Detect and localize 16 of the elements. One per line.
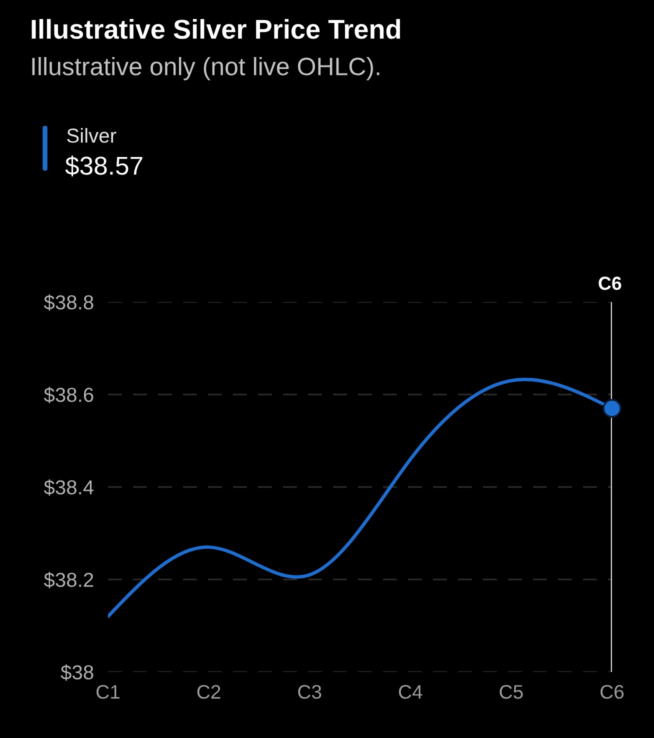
x-tick-label: C5 [500, 685, 523, 699]
y-tick-label: $38 [60, 664, 94, 681]
y-tick-label: $38.2 [44, 572, 94, 588]
x-tick-label: C6 [600, 685, 624, 699]
chart-subtitle: Illustrative only (not live OHLC). [32, 57, 380, 80]
y-tick-label: $38.8 [44, 294, 94, 311]
y-tick-label: $38.4 [44, 479, 94, 496]
ref-line-label: C6 [598, 276, 622, 290]
x-tick-label: C1 [96, 685, 120, 699]
y-tick-label: $38.6 [44, 386, 94, 404]
x-tick-label: C3 [298, 685, 322, 699]
x-tick-label: C2 [197, 685, 220, 699]
chart-title: Illustrative Silver Price Trend [32, 19, 400, 39]
text: $38.57 [65, 156, 142, 176]
x-tick-label: C4 [398, 685, 422, 699]
legend-label: Silver [67, 128, 116, 143]
